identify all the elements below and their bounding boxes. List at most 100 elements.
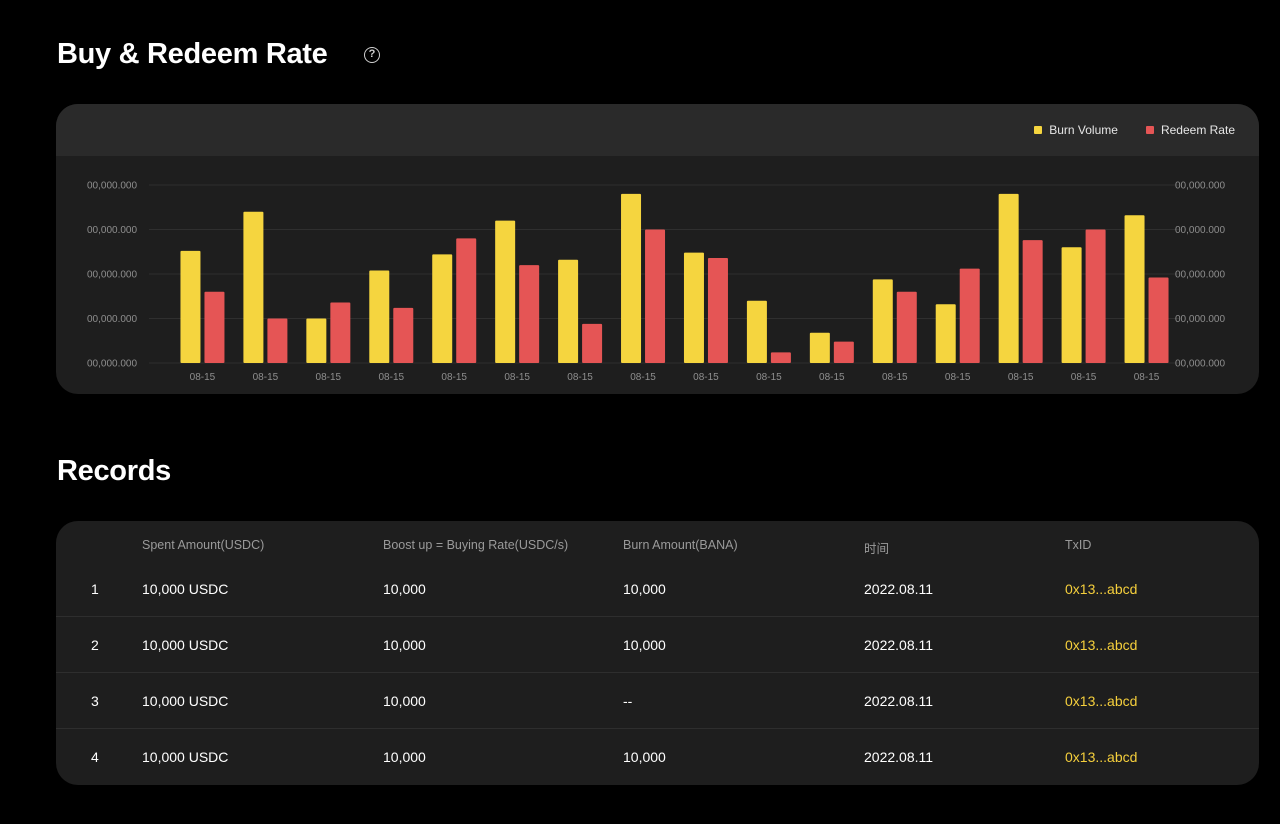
y-tick-label-left: 00,000.000: [87, 270, 137, 281]
bar-redeem-rate: [456, 238, 477, 363]
bar-burn-volume: [935, 304, 956, 363]
bar-redeem-rate: [1085, 229, 1106, 363]
bar-redeem-rate: [770, 352, 791, 363]
chart-section-title: Buy & Redeem Rate: [57, 38, 328, 70]
row-txid-link[interactable]: 0x13...abcd: [1065, 637, 1138, 653]
y-tick-label-right: 00,000.000: [1175, 314, 1225, 325]
legend-item-redeem-rate[interactable]: Redeem Rate: [1145, 123, 1235, 137]
row-index: 2: [91, 637, 99, 653]
x-tick-label: 08-15: [504, 372, 530, 383]
x-tick-label: 08-15: [253, 372, 279, 383]
row-spent: 10,000 USDC: [142, 749, 229, 765]
bar-burn-volume: [1124, 215, 1145, 363]
bar-burn-volume: [683, 252, 704, 363]
x-tick-label: 08-15: [819, 372, 845, 383]
bar-burn-volume: [369, 270, 390, 363]
y-tick-label-right: 00,000.000: [1175, 359, 1225, 370]
row-rate: 10,000: [383, 581, 426, 597]
row-index: 4: [91, 749, 99, 765]
bar-burn-volume: [998, 193, 1019, 363]
y-tick-label-left: 00,000.000: [87, 314, 137, 325]
bar-redeem-rate: [204, 291, 225, 363]
bar-burn-volume: [243, 211, 264, 363]
bar-burn-volume: [746, 300, 767, 363]
records-section-title: Records: [57, 455, 171, 487]
row-rate: 10,000: [383, 693, 426, 709]
header-burn-amount: Burn Amount(BANA): [623, 538, 738, 552]
bar-redeem-rate: [393, 307, 414, 363]
header-time: 时间: [864, 542, 890, 556]
bar-redeem-rate: [1022, 240, 1043, 363]
header-buying-rate: Boost up = Buying Rate(USDC/s): [383, 538, 569, 552]
legend-item-burn-volume[interactable]: Burn Volume: [1034, 123, 1118, 137]
row-burn: 10,000: [623, 637, 666, 653]
x-tick-label: 08-15: [1071, 372, 1097, 383]
row-time: 2022.08.11: [864, 749, 934, 765]
bar-chart: 00,000.000 00,000.000 00,000.000 00,000.000…: [87, 181, 1225, 384]
x-tick-label: 08-15: [945, 372, 971, 383]
x-tick-label: 08-15: [882, 372, 908, 383]
bar-burn-volume: [495, 220, 516, 363]
legend-swatch-burn-volume: [1034, 126, 1043, 134]
bar-redeem-rate: [833, 341, 854, 363]
table-row: 4 10,000 USDC 10,000 10,000 2022.08.11 0…: [56, 729, 1259, 785]
y-tick-label-right: 00,000.000: [1175, 270, 1225, 281]
bar-burn-volume: [621, 193, 642, 363]
x-tick-label: 08-15: [316, 372, 342, 383]
bar-redeem-rate: [707, 257, 728, 363]
row-txid-link[interactable]: 0x13...abcd: [1065, 581, 1138, 597]
row-time: 2022.08.11: [864, 693, 934, 709]
y-tick-label-left: 00,000.000: [87, 181, 137, 192]
bar-redeem-rate: [582, 323, 603, 363]
chart-header: Burn Volume Redeem Rate: [56, 104, 1259, 156]
bar-burn-volume: [1061, 247, 1082, 363]
x-tick-label: 08-15: [1134, 372, 1160, 383]
chart-card: Burn Volume Redeem Rate 00,000.000 00,000…: [56, 104, 1259, 394]
row-burn: --: [623, 693, 633, 709]
bar-burn-volume: [558, 259, 579, 363]
row-time: 2022.08.11: [864, 581, 934, 597]
bar-redeem-rate: [645, 229, 666, 363]
row-txid-link[interactable]: 0x13...abcd: [1065, 749, 1138, 765]
y-tick-label-right: 00,000.000: [1175, 225, 1225, 236]
x-tick-label: 08-15: [190, 372, 216, 383]
row-time: 2022.08.11: [864, 637, 934, 653]
bar-redeem-rate: [896, 291, 917, 363]
bar-redeem-rate: [519, 265, 540, 363]
bar-redeem-rate: [1148, 277, 1169, 363]
chart-legend: Burn Volume Redeem Rate: [1034, 123, 1235, 137]
row-spent: 10,000 USDC: [142, 693, 229, 709]
header-txid: TxID: [1065, 538, 1092, 552]
row-divider: [56, 728, 1259, 729]
table-row: 2 10,000 USDC 10,000 10,000 2022.08.11 0…: [56, 617, 1259, 673]
legend-label-burn-volume: Burn Volume: [1049, 123, 1118, 137]
row-rate: 10,000: [383, 749, 426, 765]
x-tick-label: 08-15: [567, 372, 593, 383]
question-circle-icon[interactable]: ?: [364, 47, 380, 63]
row-txid-link[interactable]: 0x13...abcd: [1065, 693, 1138, 709]
x-tick-label: 08-15: [756, 372, 782, 383]
row-divider: [56, 672, 1259, 673]
bar-redeem-rate: [330, 302, 351, 363]
x-tick-label: 08-15: [630, 372, 656, 383]
row-divider: [56, 616, 1259, 617]
bar-redeem-rate: [959, 268, 980, 363]
y-tick-label-left: 00,000.000: [87, 359, 137, 370]
bar-burn-volume: [432, 254, 453, 363]
bar-burn-volume: [306, 318, 327, 363]
bar-burn-volume: [872, 279, 893, 363]
row-spent: 10,000 USDC: [142, 581, 229, 597]
legend-label-redeem-rate: Redeem Rate: [1160, 123, 1235, 137]
x-tick-label: 08-15: [378, 372, 404, 383]
row-index: 1: [91, 581, 99, 597]
legend-swatch-redeem-rate: [1145, 126, 1154, 134]
x-tick-label: 08-15: [1008, 372, 1034, 383]
row-burn: 10,000: [623, 749, 666, 765]
table-header: Spent Amount(USDC) Boost up = Buying Rat…: [56, 538, 1259, 556]
table-row: 3 10,000 USDC 10,000 -- 2022.08.11 0x13.…: [56, 673, 1259, 729]
y-tick-label-left: 00,000.000: [87, 225, 137, 236]
bar-burn-volume: [180, 250, 201, 363]
header-spent-amount: Spent Amount(USDC): [142, 538, 265, 552]
bar-redeem-rate: [267, 318, 288, 363]
x-tick-label: 08-15: [693, 372, 719, 383]
